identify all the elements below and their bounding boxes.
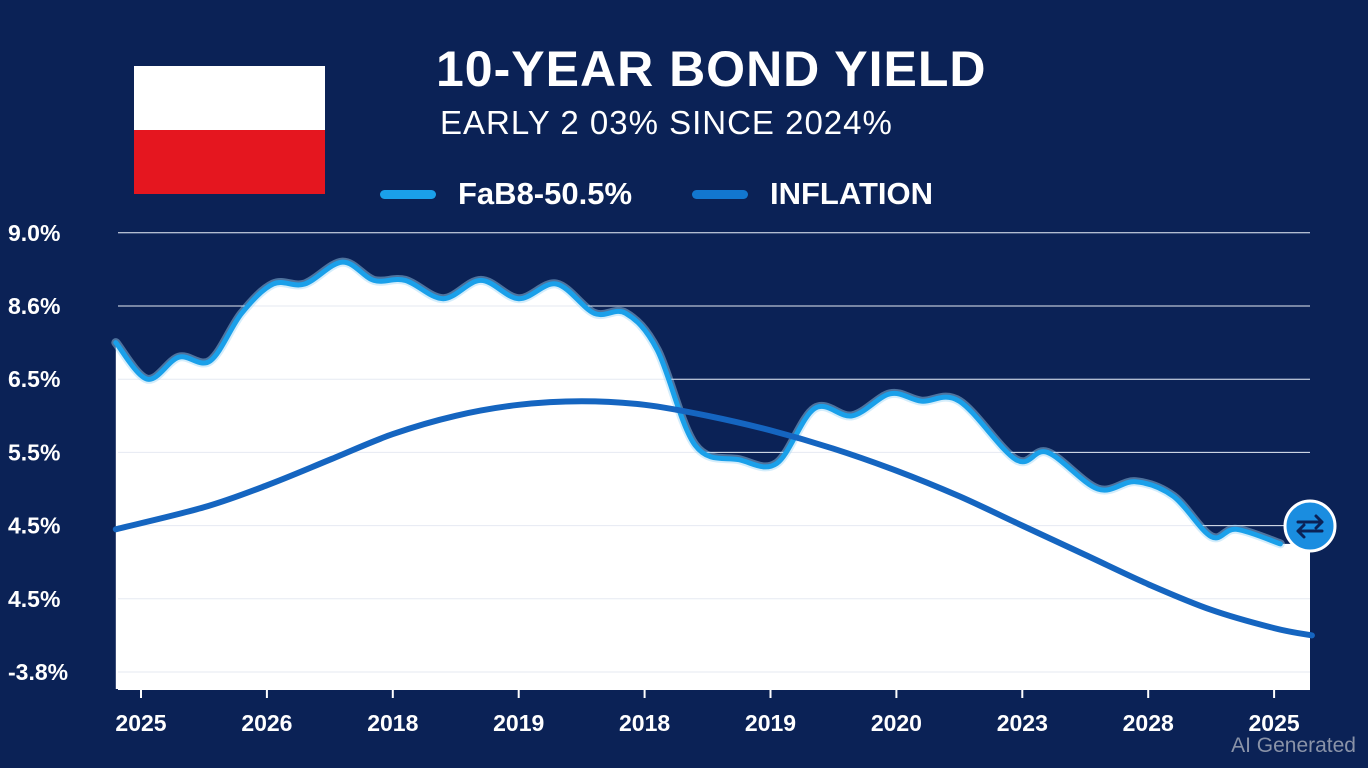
x-tick-label: 2028 bbox=[1123, 710, 1174, 736]
chart-subtitle: EARLY 2 03% SINCE 2024% bbox=[440, 104, 893, 141]
legend-swatch-bond bbox=[380, 189, 436, 199]
swap-arrows-icon bbox=[1296, 514, 1324, 539]
x-tick-label: 2025 bbox=[115, 710, 166, 736]
x-tick-label: 2025 bbox=[1249, 710, 1300, 736]
legend-label-bond: FaB8-50.5% bbox=[458, 176, 633, 211]
y-tick-label: -3.8% bbox=[8, 659, 68, 685]
flag-red-stripe bbox=[134, 130, 325, 194]
x-tick-label: 2019 bbox=[745, 710, 796, 736]
end-point-marker bbox=[1283, 499, 1337, 553]
y-tick-label: 9.0% bbox=[8, 220, 60, 246]
legend-item-bond: FaB8-50.5% bbox=[380, 174, 632, 214]
y-tick-label: 8.6% bbox=[8, 293, 60, 319]
flag-white-stripe bbox=[134, 66, 325, 130]
bond-area-fill bbox=[115, 262, 1310, 689]
x-tick-label: 2018 bbox=[619, 710, 670, 736]
legend-label-inflation: INFLATION bbox=[770, 176, 934, 211]
inflation-line bbox=[112, 398, 1315, 639]
y-tick-label: 5.5% bbox=[8, 439, 60, 465]
y-tick-label: 4.5% bbox=[8, 513, 60, 539]
poland-flag bbox=[134, 66, 325, 194]
x-tick-label: 2019 bbox=[493, 710, 544, 736]
legend-item-inflation: INFLATION bbox=[692, 174, 933, 214]
legend-swatch-inflation bbox=[692, 189, 748, 199]
x-tick-label: 2018 bbox=[367, 710, 418, 736]
x-tick-label: 2023 bbox=[997, 710, 1048, 736]
ai-generated-watermark: AI Generated bbox=[1231, 734, 1356, 757]
x-tick-label: 2020 bbox=[871, 710, 922, 736]
bond-line bbox=[113, 259, 1283, 547]
x-tick-label: 2026 bbox=[241, 710, 292, 736]
y-tick-label: 6.5% bbox=[8, 366, 60, 392]
y-tick-label: 4.5% bbox=[8, 586, 60, 612]
chart-title: 10-YEAR BOND YIELD bbox=[436, 41, 987, 97]
